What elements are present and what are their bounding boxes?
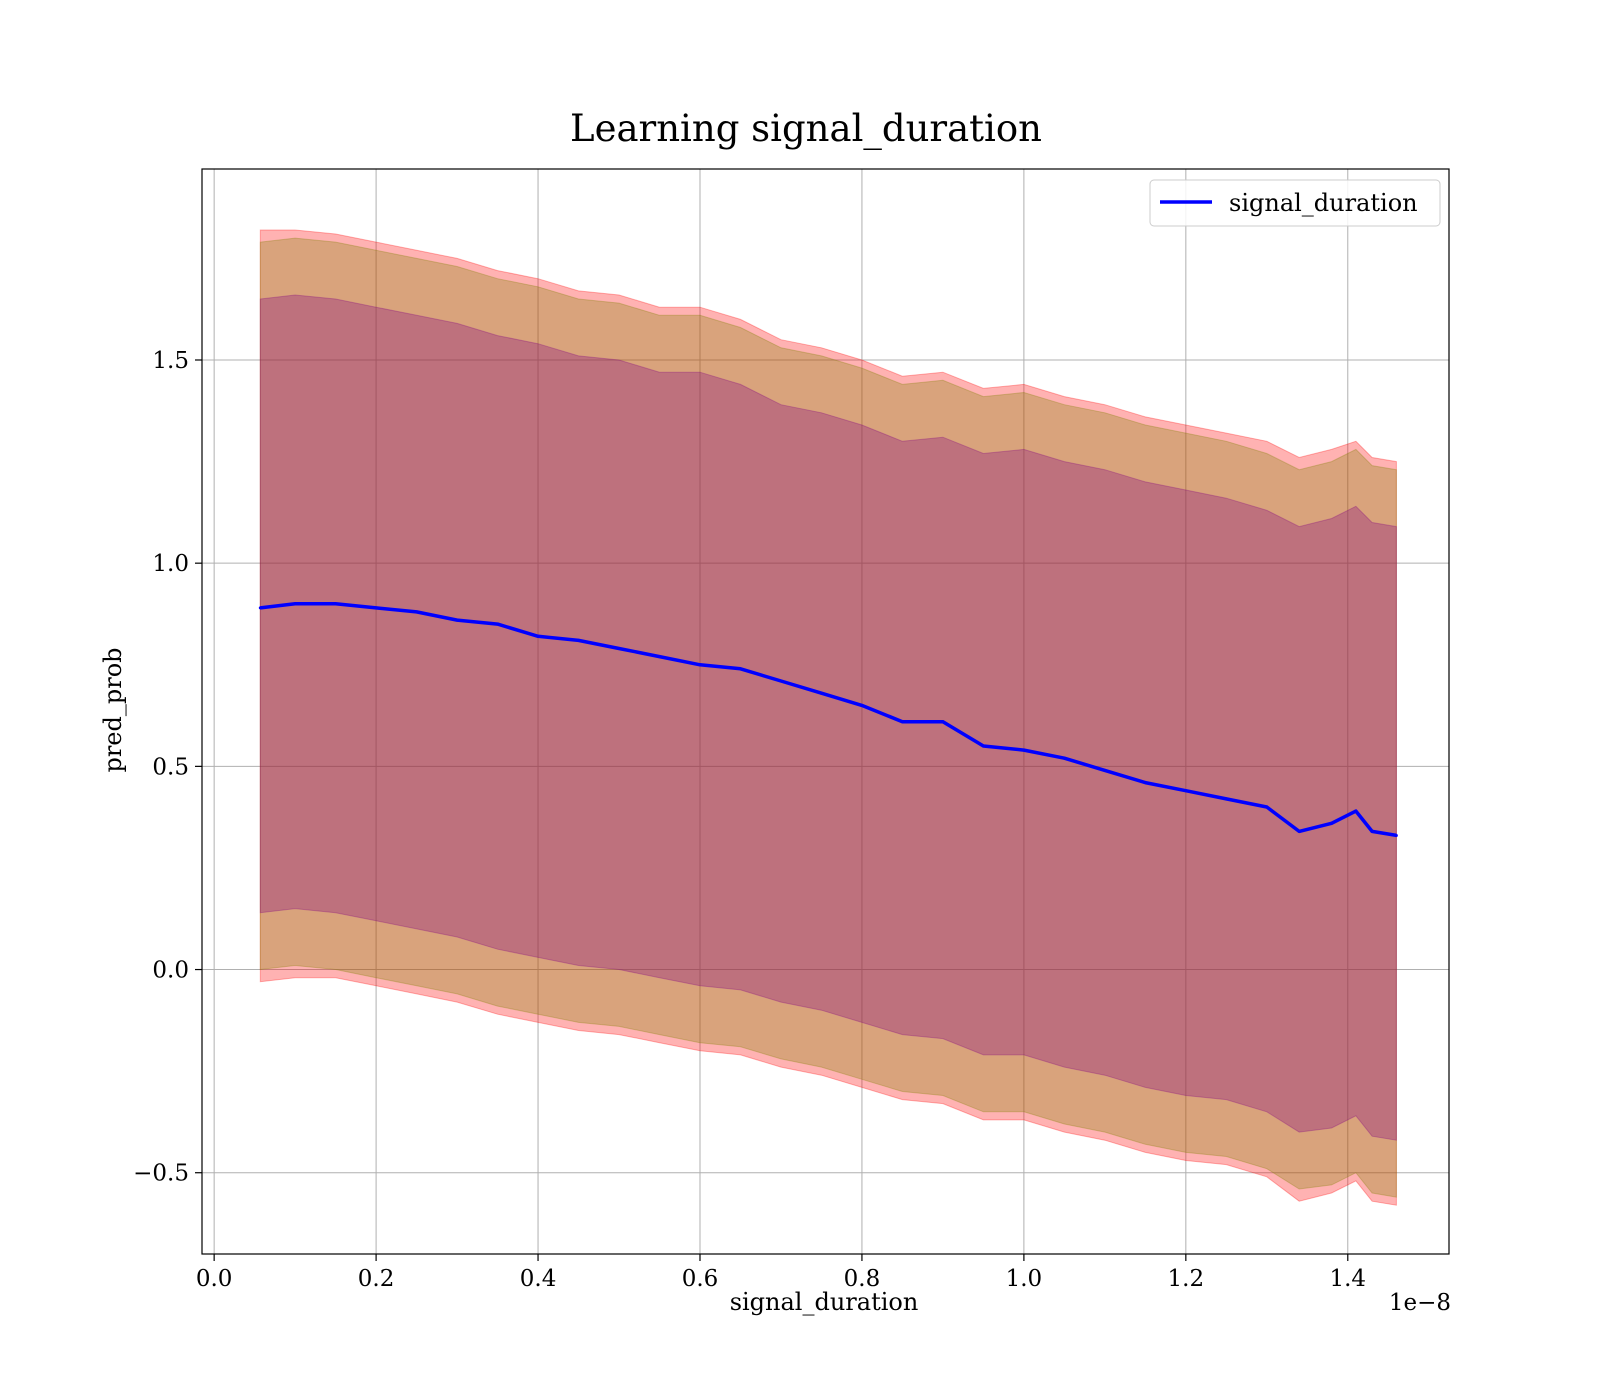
x-tick-label: 0.6 (682, 1266, 719, 1292)
series-point (819, 691, 823, 695)
series-point (1022, 748, 1026, 752)
series-point (1184, 789, 1188, 793)
series-point (455, 618, 459, 622)
series-lines (258, 602, 1398, 838)
series-point (1062, 756, 1066, 760)
confidence-band-0 (259, 229, 1397, 1206)
series-point (536, 634, 540, 638)
series-point (1394, 833, 1398, 837)
x-tick-label: 1.4 (1329, 1266, 1366, 1292)
series-point (293, 602, 297, 606)
y-axis-ticks: −0.5 0.0 0.5 1.0 1.5 (133, 348, 202, 1187)
plot-area-frame (201, 168, 1450, 1255)
series-point (738, 667, 742, 671)
series-point (779, 679, 783, 683)
legend-box (1149, 179, 1441, 227)
y-tick-label: 1.0 (152, 551, 189, 577)
confidence-band-2 (259, 294, 1397, 1141)
legend: signal_duration (1149, 179, 1441, 227)
series-point (1265, 805, 1269, 809)
series-point (415, 610, 419, 614)
x-tick-label: 1.0 (1006, 1266, 1043, 1292)
y-axis-label: pred_prob (99, 647, 127, 772)
chart-title: Learning signal_duration (570, 107, 1042, 151)
x-axis-label: signal_duration (730, 1288, 919, 1316)
y-tick-label: 0.5 (152, 754, 189, 780)
confidence-bands (259, 229, 1397, 1206)
series-point (1330, 821, 1334, 825)
series-point (941, 720, 945, 724)
series-point (1297, 829, 1301, 833)
series-point (658, 655, 662, 659)
x-tick-label: 0.0 (196, 1266, 233, 1292)
series-point (617, 647, 621, 651)
grid (202, 169, 1449, 1254)
x-axis-offset-label: 1e−8 (1389, 1290, 1451, 1316)
y-tick-label: −0.5 (133, 1161, 189, 1187)
x-tick-label: 0.8 (844, 1266, 881, 1292)
y-tick-label: 1.5 (152, 348, 189, 374)
series-point (334, 602, 338, 606)
series-point (900, 720, 904, 724)
series-point (1370, 829, 1374, 833)
y-tick-label: 0.0 (152, 958, 189, 984)
series-point (1143, 781, 1147, 785)
series-point (698, 663, 702, 667)
series-point (981, 744, 985, 748)
legend-label: signal_duration (1229, 189, 1418, 217)
x-axis-ticks: 0.0 0.2 0.4 0.6 0.8 1.0 1.2 1.4 (196, 1254, 1366, 1292)
x-tick-label: 1.2 (1168, 1266, 1205, 1292)
series-point (1354, 809, 1358, 813)
series-point (374, 606, 378, 610)
series-point (258, 606, 262, 610)
confidence-band-1 (259, 237, 1397, 1198)
x-tick-label: 0.4 (520, 1266, 557, 1292)
x-tick-label: 0.2 (358, 1266, 395, 1292)
series-point (496, 622, 500, 626)
series-point (860, 703, 864, 707)
series-point (577, 638, 581, 642)
series-point (1103, 768, 1107, 772)
series-point (1224, 797, 1228, 801)
